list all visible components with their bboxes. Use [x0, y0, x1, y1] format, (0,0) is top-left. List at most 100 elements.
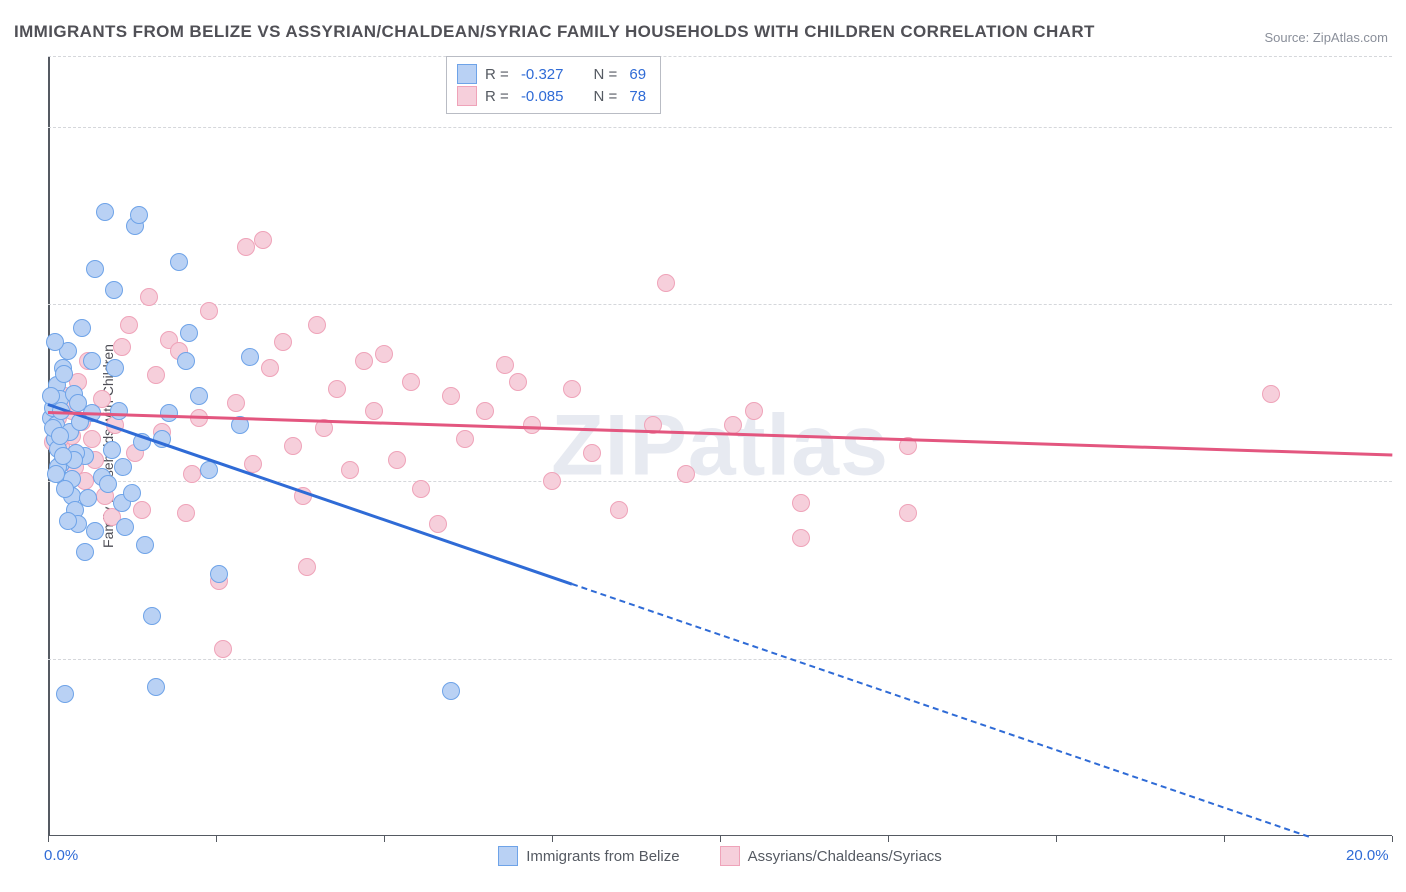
data-point-assyrian — [543, 472, 561, 490]
data-point-assyrian — [563, 380, 581, 398]
data-point-assyrian — [899, 504, 917, 522]
data-point-belize — [200, 461, 218, 479]
data-point-assyrian — [183, 465, 201, 483]
data-point-belize — [99, 475, 117, 493]
x-tick — [216, 836, 217, 842]
data-point-assyrian — [274, 333, 292, 351]
stat-n-value: 78 — [629, 88, 646, 105]
data-point-assyrian — [375, 345, 393, 363]
stat-n-label: N = — [593, 88, 621, 105]
data-point-belize — [83, 352, 101, 370]
data-point-belize — [143, 607, 161, 625]
x-tick — [1392, 836, 1393, 842]
data-point-belize — [123, 484, 141, 502]
legend-item-series-b: Assyrians/Chaldeans/Syriacs — [720, 846, 942, 866]
data-point-belize — [69, 394, 87, 412]
data-point-assyrian — [261, 359, 279, 377]
data-point-assyrian — [657, 274, 675, 292]
trend-line-assyrian — [48, 411, 1392, 456]
plot-area: ZIPatlas 12.5%25.0%37.5%50.0% 0.0%20.0% … — [48, 56, 1392, 836]
stat-r-value: -0.085 — [521, 88, 564, 105]
data-point-belize — [177, 352, 195, 370]
data-point-belize — [116, 518, 134, 536]
data-point-assyrian — [120, 316, 138, 334]
data-point-belize — [180, 324, 198, 342]
stats-swatch — [457, 86, 477, 106]
chart-title: IMMIGRANTS FROM BELIZE VS ASSYRIAN/CHALD… — [14, 22, 1095, 42]
chart-container: IMMIGRANTS FROM BELIZE VS ASSYRIAN/CHALD… — [0, 0, 1406, 892]
data-point-assyrian — [200, 302, 218, 320]
data-point-assyrian — [113, 338, 131, 356]
data-point-belize — [73, 319, 91, 337]
stats-row-assyrian: R = -0.085 N = 78 — [457, 85, 646, 107]
data-point-assyrian — [140, 288, 158, 306]
data-point-belize — [210, 565, 228, 583]
series-legend: Immigrants from Belize Assyrians/Chaldea… — [48, 846, 1392, 866]
data-point-assyrian — [724, 416, 742, 434]
x-tick — [1224, 836, 1225, 842]
stat-r-label: R = — [485, 66, 513, 83]
legend-swatch-a — [498, 846, 518, 866]
data-point-assyrian — [328, 380, 346, 398]
data-point-belize — [147, 678, 165, 696]
gridline — [48, 56, 1392, 57]
stats-legend: R = -0.327N = 69R = -0.085N = 78 — [446, 56, 661, 114]
stats-row-belize: R = -0.327N = 69 — [457, 63, 646, 85]
data-point-belize — [190, 387, 208, 405]
data-point-assyrian — [365, 402, 383, 420]
data-point-belize — [51, 427, 69, 445]
data-point-assyrian — [792, 529, 810, 547]
data-point-belize — [96, 203, 114, 221]
data-point-assyrian — [583, 444, 601, 462]
legend-label-b: Assyrians/Chaldeans/Syriacs — [748, 848, 942, 865]
legend-label-a: Immigrants from Belize — [526, 848, 679, 865]
data-point-belize — [103, 441, 121, 459]
data-point-belize — [54, 447, 72, 465]
data-point-assyrian — [476, 402, 494, 420]
data-point-belize — [59, 512, 77, 530]
source-value: ZipAtlas.com — [1313, 30, 1388, 45]
stat-r-label: R = — [485, 88, 513, 105]
data-point-belize — [56, 685, 74, 703]
data-point-belize — [55, 365, 73, 383]
data-point-assyrian — [456, 430, 474, 448]
x-tick — [720, 836, 721, 842]
source-label: Source: — [1264, 30, 1312, 45]
data-point-belize — [76, 543, 94, 561]
x-tick — [384, 836, 385, 842]
data-point-assyrian — [227, 394, 245, 412]
stat-n-label: N = — [593, 66, 621, 83]
data-point-assyrian — [147, 366, 165, 384]
data-point-assyrian — [412, 480, 430, 498]
data-point-belize — [110, 402, 128, 420]
data-point-assyrian — [388, 451, 406, 469]
x-tick — [48, 836, 49, 842]
data-point-assyrian — [523, 416, 541, 434]
data-point-belize — [79, 489, 97, 507]
data-point-belize — [114, 458, 132, 476]
data-point-assyrian — [1262, 385, 1280, 403]
data-point-assyrian — [496, 356, 514, 374]
x-tick — [888, 836, 889, 842]
data-point-assyrian — [677, 465, 695, 483]
gridline — [48, 127, 1392, 128]
data-point-belize — [86, 260, 104, 278]
data-point-assyrian — [442, 387, 460, 405]
data-point-belize — [42, 387, 60, 405]
data-point-assyrian — [355, 352, 373, 370]
data-point-belize — [106, 359, 124, 377]
gridline — [48, 659, 1392, 660]
stat-n-value: 69 — [629, 66, 646, 83]
gridline — [48, 481, 1392, 482]
data-point-assyrian — [429, 515, 447, 533]
data-point-assyrian — [341, 461, 359, 479]
data-point-belize — [46, 333, 64, 351]
legend-item-series-a: Immigrants from Belize — [498, 846, 679, 866]
data-point-assyrian — [177, 504, 195, 522]
data-point-assyrian — [237, 238, 255, 256]
data-point-assyrian — [83, 430, 101, 448]
source-attribution: Source: ZipAtlas.com — [1264, 30, 1388, 45]
data-point-belize — [241, 348, 259, 366]
data-point-assyrian — [402, 373, 420, 391]
data-point-assyrian — [133, 501, 151, 519]
